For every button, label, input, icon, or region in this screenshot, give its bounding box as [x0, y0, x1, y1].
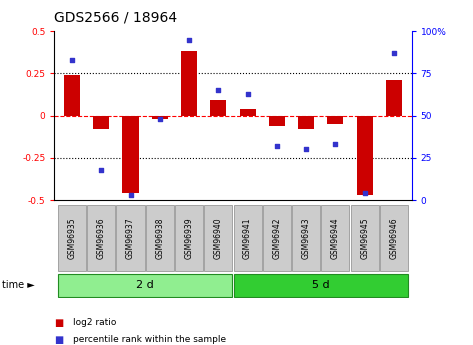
Bar: [146, 205, 174, 271]
Text: time ►: time ►: [2, 280, 35, 290]
Bar: [292, 205, 320, 271]
Text: 2 d: 2 d: [136, 280, 154, 290]
Text: GDS2566 / 18964: GDS2566 / 18964: [54, 10, 177, 24]
Text: GSM96940: GSM96940: [214, 217, 223, 259]
Point: [302, 147, 310, 152]
Bar: [269, 116, 285, 126]
Text: percentile rank within the sample: percentile rank within the sample: [73, 335, 227, 344]
Text: GSM96939: GSM96939: [184, 217, 193, 259]
Bar: [298, 116, 314, 129]
Text: GSM96946: GSM96946: [389, 217, 398, 259]
Bar: [64, 75, 80, 116]
Bar: [181, 51, 197, 116]
Text: GSM96941: GSM96941: [243, 217, 252, 259]
Bar: [327, 116, 343, 124]
Point: [390, 50, 398, 56]
Point: [127, 192, 134, 198]
Bar: [386, 80, 402, 116]
Bar: [239, 109, 255, 116]
Text: GSM96944: GSM96944: [331, 217, 340, 259]
Bar: [116, 205, 145, 271]
Bar: [234, 274, 408, 297]
Text: 5 d: 5 d: [312, 280, 330, 290]
Text: GSM96942: GSM96942: [272, 217, 281, 259]
Text: GSM96938: GSM96938: [155, 217, 164, 259]
Bar: [350, 205, 379, 271]
Point: [215, 87, 222, 93]
Point: [185, 37, 193, 42]
Bar: [58, 205, 86, 271]
Text: GSM96935: GSM96935: [68, 217, 77, 259]
Point: [273, 143, 280, 149]
Point: [156, 116, 164, 122]
Bar: [321, 205, 350, 271]
Text: GSM96936: GSM96936: [97, 217, 106, 259]
Bar: [58, 274, 232, 297]
Bar: [152, 116, 168, 119]
Bar: [123, 116, 139, 193]
Text: ■: ■: [54, 335, 64, 345]
Bar: [263, 205, 291, 271]
Point: [68, 57, 76, 62]
Point: [361, 190, 368, 196]
Bar: [234, 205, 262, 271]
Bar: [175, 205, 203, 271]
Text: log2 ratio: log2 ratio: [73, 318, 117, 327]
Point: [244, 91, 251, 96]
Point: [332, 141, 339, 147]
Bar: [380, 205, 408, 271]
Text: GSM96943: GSM96943: [302, 217, 311, 259]
Bar: [87, 205, 115, 271]
Bar: [210, 100, 227, 116]
Point: [97, 167, 105, 172]
Bar: [357, 116, 373, 195]
Text: GSM96945: GSM96945: [360, 217, 369, 259]
Bar: [204, 205, 232, 271]
Bar: [93, 116, 109, 129]
Text: ■: ■: [54, 318, 64, 327]
Text: GSM96937: GSM96937: [126, 217, 135, 259]
